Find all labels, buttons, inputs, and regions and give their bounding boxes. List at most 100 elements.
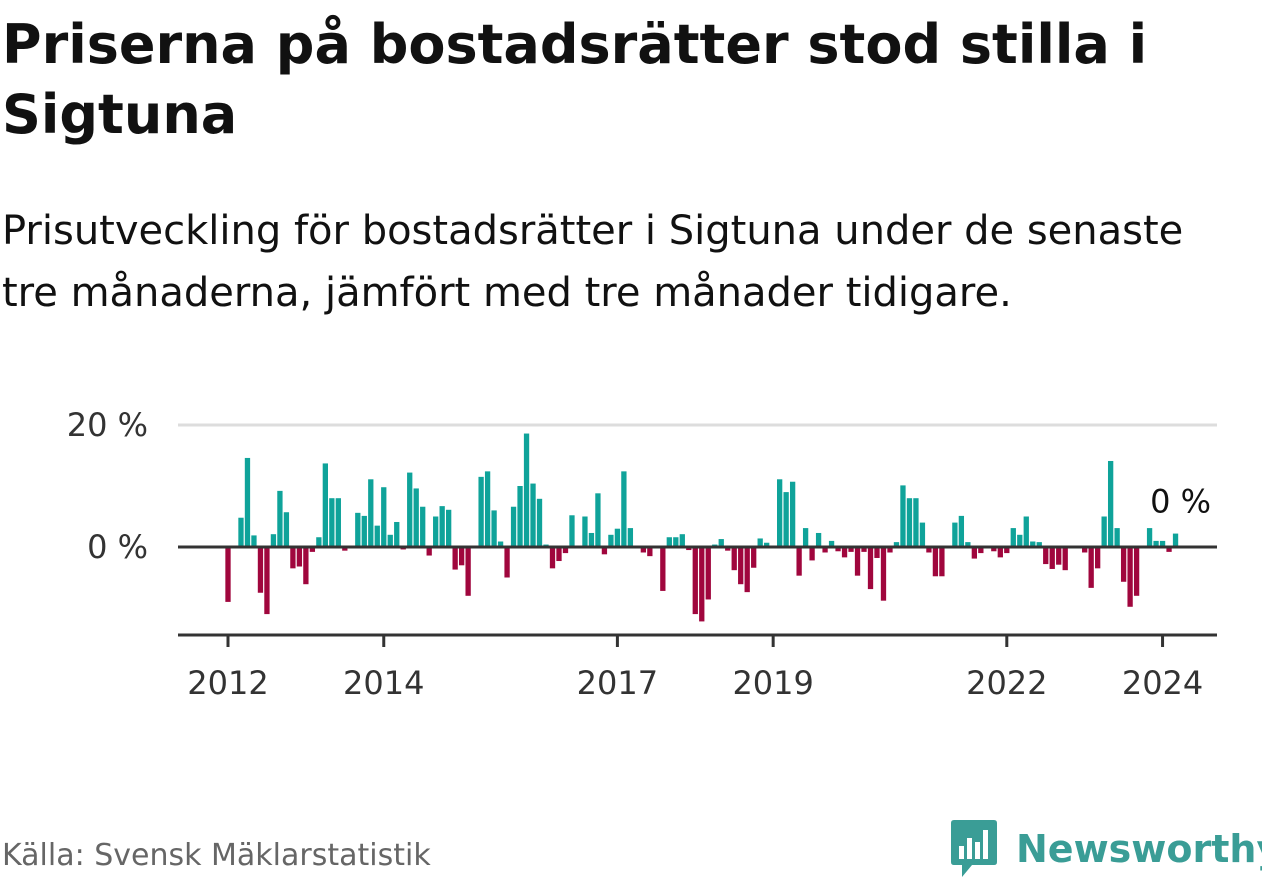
- bar: [523, 433, 530, 547]
- bar: [738, 547, 744, 585]
- bar: [1107, 460, 1114, 547]
- bar: [283, 512, 290, 547]
- bar: [1088, 547, 1094, 588]
- bar: [828, 540, 835, 547]
- bar: [783, 492, 789, 547]
- bar: [264, 547, 270, 615]
- bar: [1127, 547, 1133, 607]
- bar: [1095, 547, 1101, 569]
- bar: [822, 547, 828, 553]
- bar: [1010, 528, 1016, 547]
- bar: [484, 471, 491, 547]
- bar: [316, 537, 322, 547]
- bar: [751, 547, 757, 568]
- bar: [335, 498, 341, 547]
- bar: [446, 509, 452, 547]
- bar: [381, 487, 387, 547]
- bar: [465, 547, 471, 596]
- bar: [491, 510, 497, 547]
- bar: [1166, 547, 1172, 552]
- bar: [997, 547, 1003, 558]
- bar: [1120, 547, 1127, 582]
- bars: [225, 433, 1179, 622]
- latest-value-label: 0 %: [1150, 483, 1211, 521]
- bar: [699, 547, 705, 622]
- bar: [588, 532, 595, 547]
- bar: [530, 483, 536, 547]
- bar: [478, 476, 484, 547]
- bar: [861, 547, 867, 552]
- bar: [777, 479, 783, 547]
- bar: [978, 547, 984, 554]
- bar: [1043, 547, 1049, 565]
- bar: [614, 528, 621, 547]
- bar: [601, 547, 608, 555]
- bar: [848, 547, 854, 552]
- bar: [647, 547, 653, 557]
- bar: [880, 547, 887, 601]
- bar: [244, 457, 251, 547]
- bar: [387, 534, 393, 547]
- bar: [1049, 547, 1055, 569]
- bar: [608, 534, 614, 547]
- bar: [1146, 528, 1153, 547]
- bar: [867, 547, 874, 590]
- bar: [796, 547, 802, 576]
- y-tick-label: 0 %: [87, 528, 148, 566]
- bar: [510, 506, 517, 547]
- bar: [407, 472, 413, 547]
- bar: [893, 542, 900, 547]
- y-tick-label: 20 %: [67, 406, 148, 444]
- bar: [952, 522, 958, 547]
- chart-subtitle: Prisutveckling för bostadsrätter i Sigtu…: [2, 208, 1184, 316]
- bar: [368, 479, 374, 547]
- bar: [1153, 540, 1159, 547]
- bar: [874, 547, 880, 558]
- newsworthy-logo-icon: [951, 820, 997, 877]
- bar: [452, 547, 458, 570]
- bar: [841, 547, 848, 558]
- bar: [932, 547, 939, 577]
- bar: [1004, 547, 1010, 554]
- bar: [309, 547, 316, 552]
- bar: [789, 481, 796, 547]
- bar: [906, 498, 913, 547]
- bar: [627, 528, 634, 547]
- bar: [1101, 516, 1107, 547]
- bar: [660, 547, 666, 591]
- bar: [926, 547, 932, 553]
- bar: [666, 537, 672, 547]
- bar: [322, 463, 328, 547]
- bar: [705, 547, 711, 600]
- bar: [290, 547, 296, 569]
- bar: [686, 547, 692, 551]
- bar: [257, 547, 264, 593]
- x-tick-label: 2022: [966, 664, 1047, 702]
- bar: [744, 547, 750, 593]
- bar: [1133, 547, 1140, 596]
- x-tick-label: 2017: [577, 664, 658, 702]
- bar: [725, 547, 731, 551]
- bar: [426, 547, 432, 556]
- bar: [355, 512, 361, 547]
- bar: [965, 542, 971, 547]
- chart-title: Priserna på bostadsrätter stod stilla i …: [2, 13, 1148, 146]
- bar: [939, 547, 945, 577]
- bar: [640, 547, 647, 553]
- bar: [1030, 541, 1036, 547]
- bar: [1172, 533, 1179, 547]
- bar: [556, 547, 562, 562]
- bar: [504, 547, 510, 578]
- bar: [991, 547, 997, 552]
- bar: [835, 547, 841, 552]
- bar: [919, 522, 926, 547]
- bar: [225, 547, 231, 602]
- bar: [562, 547, 569, 554]
- bar: [1082, 547, 1088, 553]
- bar: [679, 534, 685, 547]
- bar: [854, 547, 861, 576]
- bar: [251, 535, 257, 547]
- bar: [517, 486, 523, 547]
- bar: [458, 547, 465, 566]
- bar: [809, 547, 815, 561]
